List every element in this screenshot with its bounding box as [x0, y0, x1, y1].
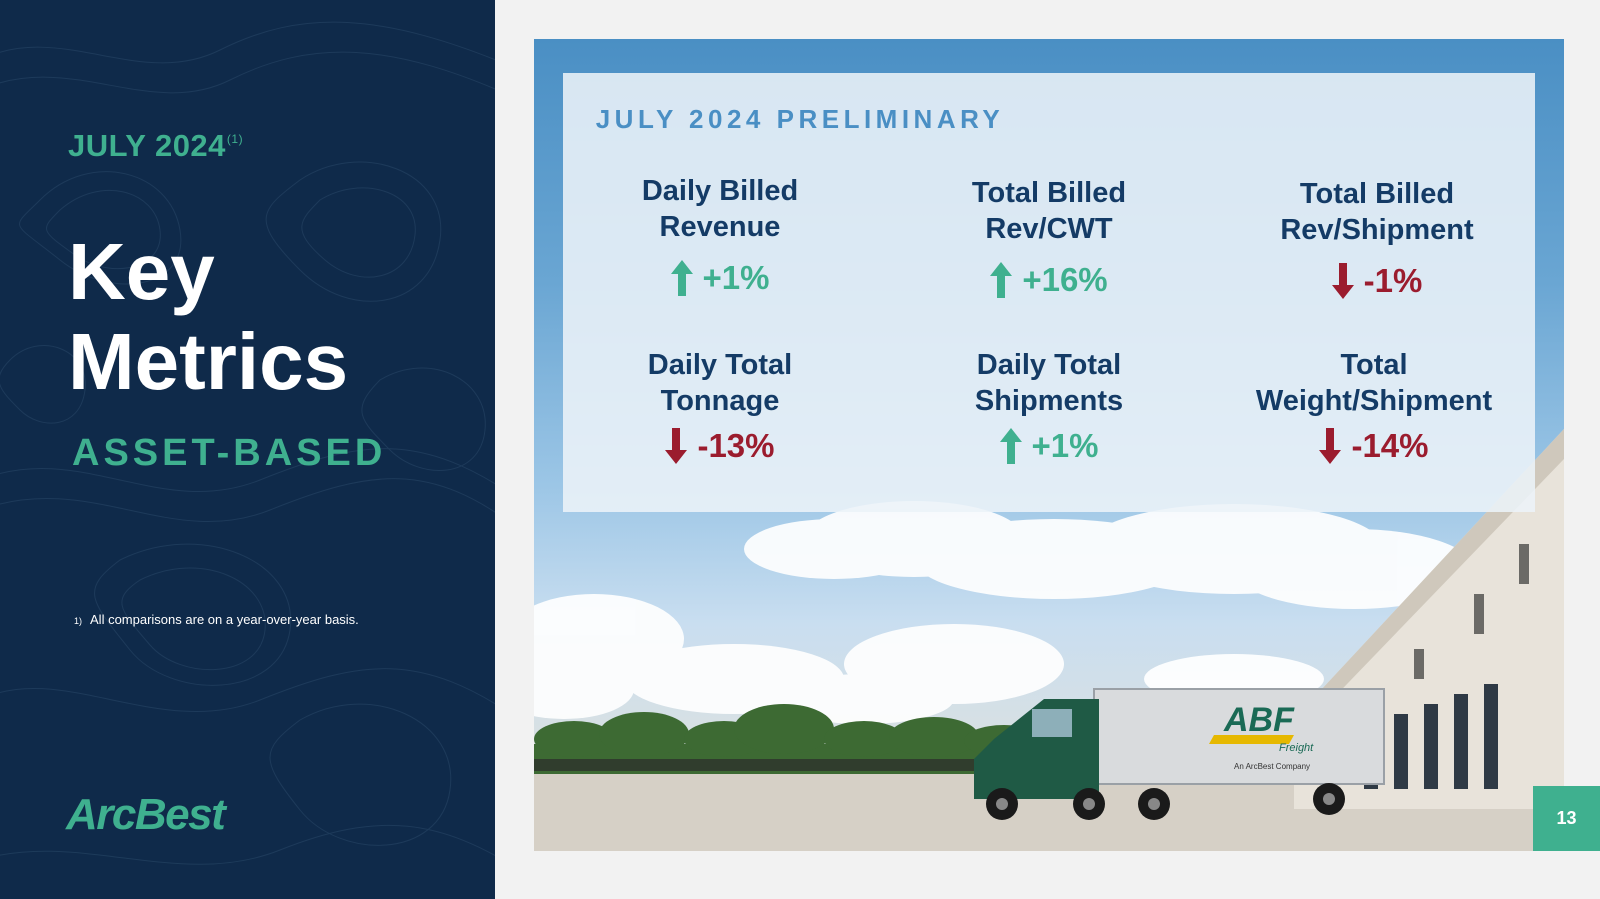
metric-total-weight-shipment: Total Weight/Shipment -14% [1224, 347, 1524, 465]
metric-label-line2: Shipments [974, 385, 1124, 417]
arrow-up-icon [990, 262, 1013, 298]
card-heading: JULY 2024 PRELIMINARY [595, 104, 1005, 134]
metric-label: Total Billed Rev/Shipment [1227, 176, 1527, 248]
metric-label-line2: Revenue [659, 211, 781, 243]
metric-daily-billed-revenue: Daily Billed Revenue +1% [570, 173, 870, 297]
metric-label: Daily Total Tonnage [570, 347, 870, 419]
metric-label: Total Weight/Shipment [1224, 347, 1524, 419]
truck-tagline: An ArcBest Company [1234, 762, 1310, 771]
metric-label-line1: Daily Total [647, 349, 793, 381]
page-number: 13 [1533, 786, 1600, 851]
footnote-number: 1) [74, 616, 83, 626]
metric-value-text: -14% [1351, 427, 1429, 464]
left-panel: JULY 2024(1) Key Metrics ASSET-BASED 1) A… [0, 0, 495, 899]
metric-label: Daily Billed Revenue [570, 173, 870, 245]
truck-brand: ABF [1223, 701, 1295, 739]
metric-value-text: -13% [697, 427, 775, 464]
arcbest-logo: ArcBest [66, 790, 226, 839]
metric-label-line1: Total Billed [1299, 178, 1455, 210]
metric-label-line1: Total Billed [971, 177, 1127, 209]
report-date-text: JULY 2024 [68, 128, 226, 163]
metric-value: -14% [1224, 427, 1524, 465]
metric-label-line2: Weight/Shipment [1255, 385, 1493, 417]
metric-value: -1% [1227, 262, 1527, 300]
metric-label: Total Billed Rev/CWT [899, 175, 1199, 247]
metric-value: +16% [899, 261, 1199, 299]
metric-value: -13% [570, 427, 870, 465]
footnote: 1) All comparisons are on a year-over-yea… [74, 612, 359, 627]
arrow-down-icon [1331, 263, 1354, 299]
metric-value-text: +1% [1031, 427, 1099, 464]
metric-label-line2: Tonnage [660, 385, 780, 417]
footnote-text: All comparisons are on a year-over-year … [90, 612, 359, 627]
truck-brand-sub: Freight [1279, 742, 1314, 754]
metric-label-line1: Daily Total [976, 349, 1122, 381]
arrow-up-icon [999, 428, 1022, 464]
arrow-down-icon [665, 428, 688, 464]
topographic-pattern [0, 21, 495, 865]
metric-total-billed-rev-cwt: Total Billed Rev/CWT +16% [899, 175, 1199, 299]
arrow-down-icon [1319, 428, 1342, 464]
metric-label-line1: Total [1340, 349, 1408, 381]
footnote-marker: (1) [226, 132, 244, 146]
metric-value-text: +1% [702, 259, 770, 296]
metric-label: Daily Total Shipments [899, 347, 1199, 419]
metric-daily-total-tonnage: Daily Total Tonnage -13% [570, 347, 870, 465]
report-date: JULY 2024(1) [68, 128, 243, 164]
metric-value-text: -1% [1363, 262, 1423, 299]
page-title-line2: Metrics [68, 317, 349, 406]
metric-total-billed-rev-shipment: Total Billed Rev/Shipment -1% [1227, 176, 1527, 300]
metric-value: +1% [570, 259, 870, 297]
arrow-up-icon [670, 260, 693, 296]
metric-daily-total-shipments: Daily Total Shipments +1% [899, 347, 1199, 465]
metric-value: +1% [899, 427, 1199, 465]
metrics-card [563, 73, 1535, 512]
page-title-line1: Key [68, 227, 215, 316]
section-subtitle: ASSET-BASED [72, 432, 387, 474]
metric-label-line1: Daily Billed [641, 175, 799, 207]
metric-label-line2: Rev/Shipment [1280, 214, 1474, 246]
metric-label-line2: Rev/CWT [985, 213, 1113, 245]
metric-value-text: +16% [1022, 261, 1108, 298]
